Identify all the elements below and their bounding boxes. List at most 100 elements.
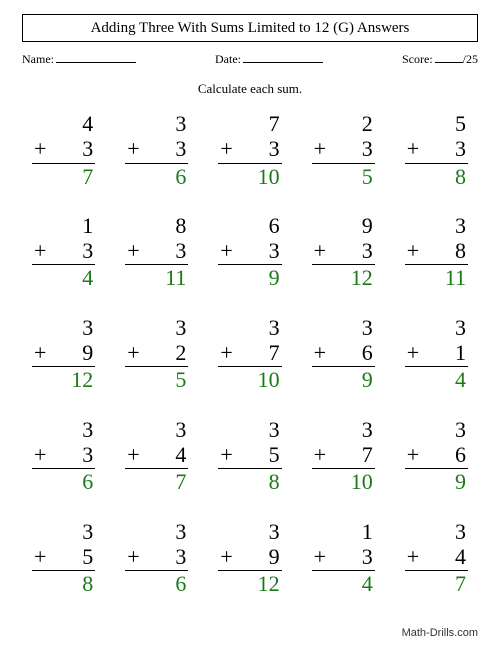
addend-top: 3 (32, 315, 95, 340)
plus-sign: + (405, 340, 419, 365)
answer: 7 (125, 469, 188, 494)
addend-top: 3 (125, 519, 188, 544)
date-label: Date: (215, 52, 241, 67)
addend-top: 3 (312, 315, 375, 340)
plus-sign: + (312, 238, 326, 263)
addend-bottom: +3 (32, 238, 95, 265)
addend-top: 3 (218, 417, 281, 442)
addend-bottom: +2 (125, 340, 188, 367)
title-box: Adding Three With Sums Limited to 12 (G)… (22, 14, 478, 42)
answer: 10 (218, 164, 281, 189)
addend-bottom: +3 (32, 136, 95, 163)
problem: 3+69 (405, 417, 468, 495)
addend-top: 8 (125, 213, 188, 238)
instruction: Calculate each sum. (22, 81, 478, 97)
addend-top: 3 (125, 417, 188, 442)
problem: 3+69 (312, 315, 375, 393)
addend-top: 3 (312, 417, 375, 442)
addend-bottom: +3 (312, 544, 375, 571)
plus-sign: + (312, 442, 326, 467)
problem: 3+47 (405, 519, 468, 597)
problem: 7+310 (218, 111, 281, 189)
addend-top: 3 (405, 519, 468, 544)
problem: 3+14 (405, 315, 468, 393)
page-title: Adding Three With Sums Limited to 12 (G)… (91, 20, 410, 36)
plus-sign: + (125, 340, 139, 365)
addend-top: 3 (405, 213, 468, 238)
problem: 3+58 (32, 519, 95, 597)
answer: 10 (218, 367, 281, 392)
addend-bottom: +3 (125, 136, 188, 163)
addend-bottom: +3 (32, 442, 95, 469)
problem: 5+38 (405, 111, 468, 189)
addend-top: 3 (125, 111, 188, 136)
addend-bottom: +6 (405, 442, 468, 469)
problem: 3+710 (312, 417, 375, 495)
problem: 3+912 (218, 519, 281, 597)
problem: 3+710 (218, 315, 281, 393)
plus-sign: + (32, 340, 46, 365)
addend-bottom: +5 (32, 544, 95, 571)
addend-top: 3 (32, 417, 95, 442)
addend-bottom: +3 (312, 136, 375, 163)
plus-sign: + (405, 442, 419, 467)
addend-bottom: +8 (405, 238, 468, 265)
plus-sign: + (125, 442, 139, 467)
addend-bottom: +3 (405, 136, 468, 163)
problem: 1+34 (312, 519, 375, 597)
score-blank[interactable] (435, 53, 463, 63)
problem-grid: 4+373+367+3102+355+381+348+3116+399+3123… (22, 111, 478, 596)
answer: 4 (312, 571, 375, 596)
problem: 2+35 (312, 111, 375, 189)
addend-bottom: +6 (312, 340, 375, 367)
plus-sign: + (125, 136, 139, 161)
addend-top: 4 (32, 111, 95, 136)
date-blank[interactable] (243, 53, 323, 63)
answer: 7 (32, 164, 95, 189)
plus-sign: + (312, 544, 326, 569)
addend-top: 3 (218, 519, 281, 544)
header-row: Name: Date: Score: /25 (22, 52, 478, 67)
name-field: Name: (22, 52, 136, 67)
answer: 11 (125, 265, 188, 290)
answer: 4 (405, 367, 468, 392)
addend-top: 6 (218, 213, 281, 238)
plus-sign: + (218, 544, 232, 569)
addend-bottom: +7 (312, 442, 375, 469)
plus-sign: + (312, 340, 326, 365)
plus-sign: + (125, 238, 139, 263)
problem: 3+912 (32, 315, 95, 393)
problem: 1+34 (32, 213, 95, 291)
answer: 9 (405, 469, 468, 494)
answer: 10 (312, 469, 375, 494)
plus-sign: + (312, 136, 326, 161)
addend-bottom: +4 (125, 442, 188, 469)
addend-top: 3 (32, 519, 95, 544)
addend-top: 9 (312, 213, 375, 238)
plus-sign: + (218, 238, 232, 263)
name-blank[interactable] (56, 53, 136, 63)
problem: 3+47 (125, 417, 188, 495)
addend-top: 3 (405, 417, 468, 442)
addend-bottom: +3 (125, 238, 188, 265)
answer: 6 (32, 469, 95, 494)
plus-sign: + (218, 442, 232, 467)
footer: Math-Drills.com (402, 627, 478, 639)
problem: 3+36 (125, 111, 188, 189)
plus-sign: + (405, 238, 419, 263)
addend-bottom: +1 (405, 340, 468, 367)
plus-sign: + (218, 136, 232, 161)
score-label: Score: (402, 52, 433, 67)
plus-sign: + (32, 442, 46, 467)
answer: 4 (32, 265, 95, 290)
addend-bottom: +4 (405, 544, 468, 571)
addend-top: 7 (218, 111, 281, 136)
addend-top: 3 (405, 315, 468, 340)
answer: 12 (218, 571, 281, 596)
date-field: Date: (215, 52, 323, 67)
score-field: Score: /25 (402, 52, 478, 67)
problem: 3+36 (125, 519, 188, 597)
addend-bottom: +9 (32, 340, 95, 367)
problem: 8+311 (125, 213, 188, 291)
problem: 3+811 (405, 213, 468, 291)
